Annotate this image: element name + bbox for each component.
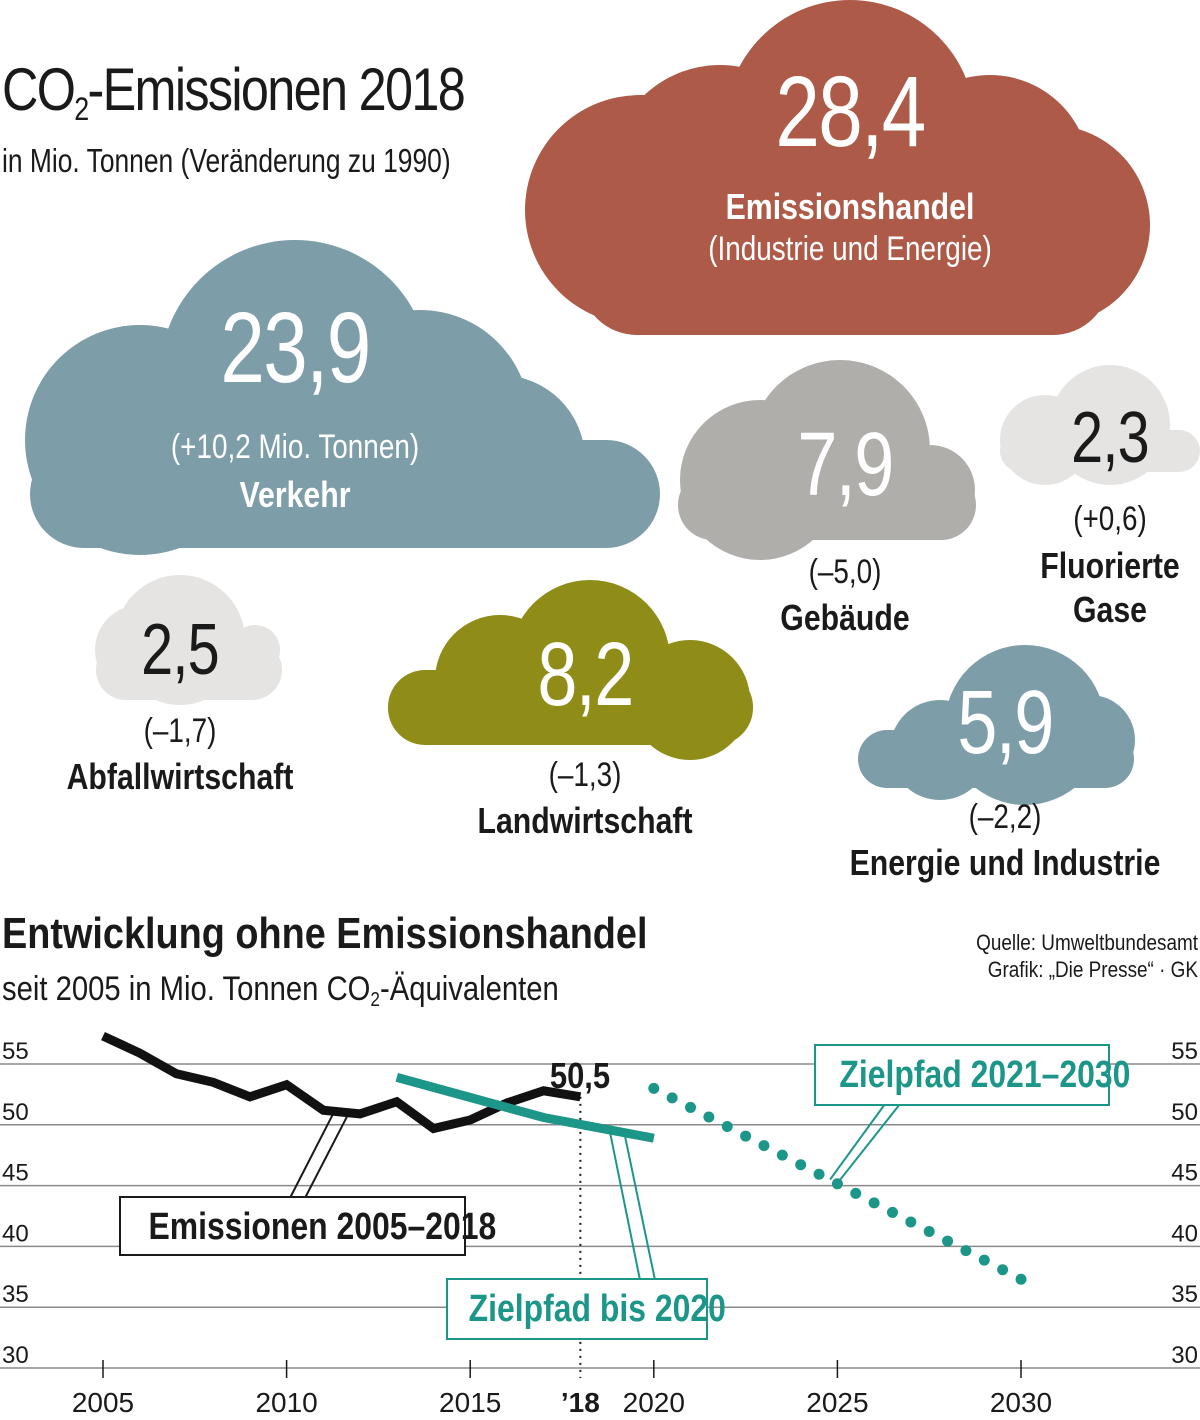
leader-target-2030-2 xyxy=(829,1103,886,1181)
abfallwirtschaft-value: 2,5 xyxy=(141,610,219,690)
fluorierte-gase-label-2: Gase xyxy=(1073,589,1147,630)
series-2-dot-7 xyxy=(776,1149,788,1161)
series-2-dot-13 xyxy=(886,1206,898,1218)
series-line-0 xyxy=(101,1031,582,1134)
series-line-1 xyxy=(395,1073,655,1143)
page-subtitle: in Mio. Tonnen (Veränderung zu 1990) xyxy=(2,142,451,179)
y-tick-left-35: 35 xyxy=(2,1281,29,1308)
series-2-dot-10 xyxy=(831,1178,843,1190)
energie-industrie-value: 5,9 xyxy=(957,673,1054,773)
x-tick-2010: 2010 xyxy=(255,1387,317,1418)
label-box-target-2030: Zielpfad 2021–2030 xyxy=(814,1044,1131,1106)
x-tick-2005: 2005 xyxy=(72,1387,134,1418)
series-2-dot-16 xyxy=(942,1235,954,1247)
series-2-dot-12 xyxy=(868,1197,880,1209)
y-tick-right-50: 50 xyxy=(1171,1099,1198,1126)
cloud-gebaeude xyxy=(678,360,976,560)
gebaeude-value: 7,9 xyxy=(797,415,894,515)
energie-industrie-change: (–2,2) xyxy=(968,798,1042,836)
y-tick-right-30: 30 xyxy=(1171,1342,1198,1369)
cloud-emissionshandel xyxy=(525,0,1150,335)
cloud-fluorierte-gase xyxy=(1000,365,1200,485)
emissionshandel-label: Emissionshandel xyxy=(725,186,975,227)
verkehr-value: 23,9 xyxy=(220,292,371,404)
series-2-dot-1 xyxy=(666,1092,678,1104)
leader-target-2030-1 xyxy=(836,1103,901,1184)
verkehr-change: (+10,2 Mio. Tonnen) xyxy=(170,428,420,466)
leader-emissions-1 xyxy=(289,1110,336,1199)
y-tick-left-50: 50 xyxy=(2,1099,29,1126)
y-tick-right-40: 40 xyxy=(1171,1220,1198,1247)
series-2-dot-6 xyxy=(758,1140,770,1152)
y-tick-left-55: 55 xyxy=(2,1038,29,1065)
energie-industrie-label: Energie und Industrie xyxy=(849,842,1161,883)
series-2-dot-4 xyxy=(721,1121,733,1133)
series-2-dot-2 xyxy=(685,1101,697,1113)
gebaeude-label: Gebäude xyxy=(780,597,910,638)
series-2-dot-19 xyxy=(997,1264,1009,1276)
cloud-verkehr xyxy=(25,240,660,555)
label-target-2020: Zielpfad bis 2020 xyxy=(468,1288,726,1330)
cloud-graphics xyxy=(25,0,1200,805)
cloud-abfallwirtschaft xyxy=(95,575,282,705)
label-box-emissions: Emissionen 2005–2018 xyxy=(119,1196,497,1256)
x-tick-2015: 2015 xyxy=(439,1387,501,1418)
series-2-dot-17 xyxy=(960,1245,972,1257)
x-tick-2018: ’18 xyxy=(561,1387,600,1418)
leader-target-2020-2 xyxy=(608,1130,641,1281)
credit-line: Grafik: „Die Presse“ · GK xyxy=(987,957,1198,982)
fluorierte-gase-change: (+0,6) xyxy=(1073,500,1147,538)
fluorierte-gase-value: 2,3 xyxy=(1071,398,1149,478)
label-target-2030: Zielpfad 2021–2030 xyxy=(839,1054,1131,1096)
y-tick-left-40: 40 xyxy=(2,1220,29,1247)
fluorierte-gase-label-1: Fluorierte xyxy=(1040,545,1180,586)
series-2-dot-5 xyxy=(740,1130,752,1142)
gebaeude-change: (–5,0) xyxy=(808,553,882,591)
x-tick-2020: 2020 xyxy=(623,1387,685,1418)
y-tick-left-30: 30 xyxy=(2,1342,29,1369)
cloud-landwirtschaft xyxy=(388,580,753,760)
y-tick-right-55: 55 xyxy=(1171,1038,1198,1065)
series-2-dot-8 xyxy=(795,1159,807,1171)
label-emissions: Emissionen 2005–2018 xyxy=(148,1206,497,1248)
series-2-dot-11 xyxy=(850,1187,862,1199)
series-2-dot-15 xyxy=(923,1226,935,1238)
abfallwirtschaft-change: (–1,7) xyxy=(143,712,217,750)
landwirtschaft-value: 8,2 xyxy=(537,625,634,725)
series-2-dot-14 xyxy=(905,1216,917,1228)
series-2-dot-20 xyxy=(1015,1273,1027,1285)
y-tick-left-45: 45 xyxy=(2,1160,29,1187)
source-line: Quelle: Umweltbundesamt xyxy=(976,930,1198,955)
label-box-target-2020: Zielpfad bis 2020 xyxy=(446,1278,726,1340)
emissionshandel-value: 28,4 xyxy=(775,56,926,168)
y-tick-right-45: 45 xyxy=(1171,1160,1198,1187)
section-subtitle: seit 2005 in Mio. Tonnen CO2-Äquivalente… xyxy=(2,970,559,1011)
series-2-dot-0 xyxy=(648,1082,660,1094)
verkehr-label: Verkehr xyxy=(239,474,351,515)
section-title: Entwicklung ohne Emissionshandel xyxy=(2,909,648,958)
x-tick-2025: 2025 xyxy=(806,1387,868,1418)
x-tick-2030: 2030 xyxy=(990,1387,1052,1418)
y-tick-right-35: 35 xyxy=(1171,1281,1198,1308)
cloud-energie-und-industrie xyxy=(858,645,1135,805)
landwirtschaft-change: (–1,3) xyxy=(548,756,622,794)
emissionshandel-note: (Industrie und Energie) xyxy=(708,230,992,268)
series-2-dot-9 xyxy=(813,1168,825,1180)
leader-emissions-2 xyxy=(304,1112,350,1199)
page-title: CO2-Emissionen 2018 xyxy=(2,56,466,127)
leader-target-2020-1 xyxy=(623,1133,656,1281)
series-2-dot-18 xyxy=(978,1254,990,1266)
series-2-dot-3 xyxy=(703,1111,715,1123)
last-value-label: 50,5 xyxy=(549,1055,611,1096)
abfallwirtschaft-label: Abfallwirtschaft xyxy=(66,756,294,797)
landwirtschaft-label: Landwirtschaft xyxy=(477,800,693,841)
